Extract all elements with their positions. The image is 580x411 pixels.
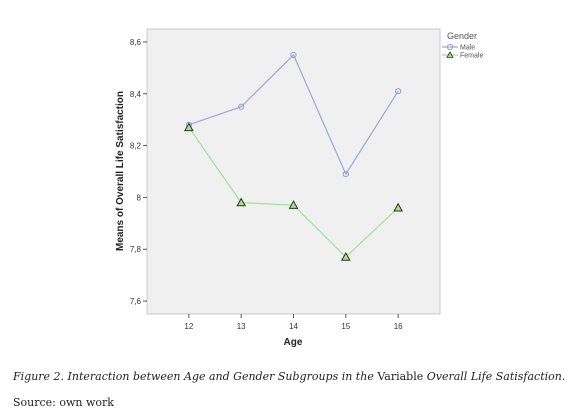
female-point (184, 122, 194, 132)
y-tick-label: 8 (137, 193, 142, 202)
legend-male-marker (446, 43, 454, 51)
female-point (288, 200, 299, 209)
y-tick-label: 7,8 (130, 245, 142, 254)
figure-caption: Figure 2. Interaction between Age and Ge… (13, 370, 565, 383)
x-tick-label: 16 (394, 322, 403, 331)
male-series-line (188, 53, 399, 176)
y-tick-label: 8,4 (130, 90, 142, 99)
x-tick-label: 15 (341, 322, 350, 331)
x-tick-label: 12 (184, 322, 193, 331)
series-layer (184, 51, 403, 261)
male-point (290, 51, 297, 59)
plot-area (146, 28, 441, 315)
female-point (236, 197, 247, 207)
caption-italic: Figure 2. Interaction between Age and Ge… (13, 370, 378, 383)
source-note: Source: own work (13, 396, 114, 409)
male-point (342, 170, 349, 178)
legend-female-marker (446, 51, 454, 58)
y-tick-label: 7,6 (130, 297, 142, 306)
caption-tail: Overall Life Satisfaction. (426, 370, 566, 383)
y-axis-title: Means of Overall Life Satisfaction (115, 91, 126, 251)
y-tick-label: 8,2 (130, 142, 142, 151)
male-point (395, 88, 402, 95)
caption-upright: Variable (377, 370, 427, 383)
male-point (238, 103, 245, 110)
female-point (340, 251, 351, 261)
x-tick-label: 14 (289, 322, 298, 331)
female-point (393, 202, 403, 212)
legend-female-label: Female (460, 53, 483, 60)
y-tick-label: 8,6 (130, 38, 142, 47)
x-tick-label: 13 (237, 322, 246, 331)
chart: 7,6 7,8 8 8,2 8,4 8,6 12 13 14 15 16 Means of Over… (115, 28, 483, 348)
x-axis-title: Age (284, 337, 303, 348)
legend-title: Gender (447, 31, 477, 41)
axes: 7,6 7,8 8 8,2 8,4 8,6 12 13 14 15 16 (130, 38, 403, 331)
legend-male-label: Male (460, 45, 475, 52)
